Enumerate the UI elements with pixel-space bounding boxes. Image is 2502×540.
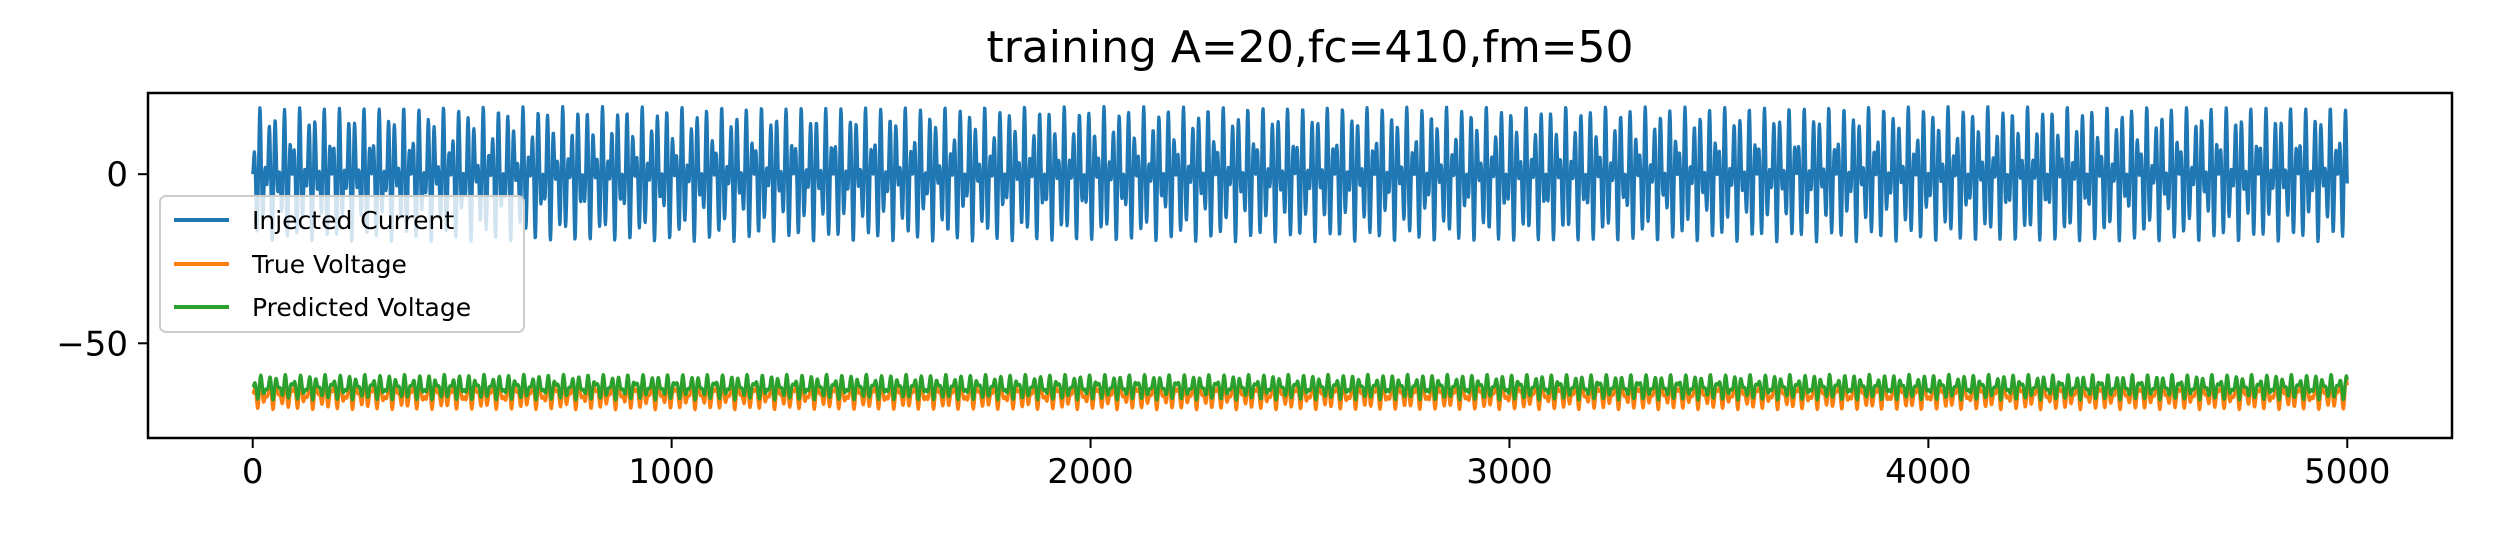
x-tick-label: 1000 xyxy=(628,452,715,492)
legend-entry: True Voltage xyxy=(174,250,407,279)
legend: Injected Current True Voltage Predicted … xyxy=(159,195,525,333)
legend-label: Injected Current xyxy=(252,206,454,235)
x-tick-label: 5000 xyxy=(2304,452,2391,492)
y-axis: 0 −50 xyxy=(56,155,148,364)
legend-box xyxy=(159,195,525,333)
x-tick-label: 4000 xyxy=(1885,452,1972,492)
y-tick-label: −50 xyxy=(56,324,128,364)
legend-label: True Voltage xyxy=(251,250,407,279)
plot-frame xyxy=(146,91,2454,440)
x-tick-label: 0 xyxy=(242,452,264,492)
series-layer xyxy=(251,104,2349,412)
series-predicted-voltage xyxy=(251,372,2349,402)
legend-entry: Predicted Voltage xyxy=(174,293,471,322)
x-tick-label: 2000 xyxy=(1047,452,1134,492)
series-injected-current xyxy=(251,104,2349,244)
x-tick-label: 3000 xyxy=(1466,452,1553,492)
legend-label: Predicted Voltage xyxy=(252,293,471,322)
legend-entry: Injected Current xyxy=(174,206,454,235)
x-axis: 0 1000 2000 3000 4000 5000 xyxy=(242,438,2391,492)
chart-title: training A=20,fc=410,fm=50 xyxy=(986,22,1633,73)
y-tick-label: 0 xyxy=(106,155,128,195)
